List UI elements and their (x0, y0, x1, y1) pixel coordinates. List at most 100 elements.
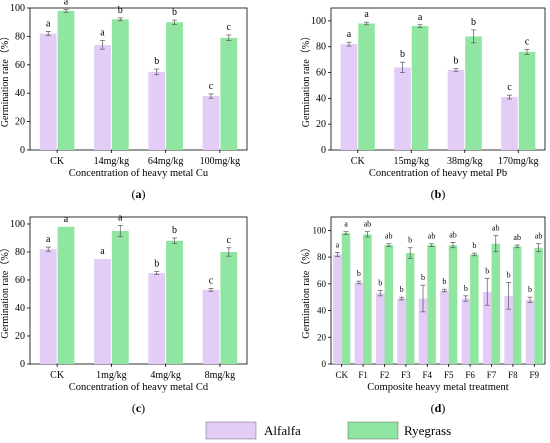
bar-alfalfa (418, 298, 428, 364)
bar-ryegrass (470, 254, 479, 364)
bar-alfalfa (501, 97, 518, 150)
bar-ryegrass (491, 243, 501, 364)
bar-ryegrass (405, 253, 415, 364)
significance-label: ab (492, 224, 500, 233)
plot-frame (330, 7, 546, 151)
bar-ryegrass (166, 22, 183, 151)
x-tick-label: F2 (380, 370, 390, 380)
significance-label: b (378, 279, 382, 288)
y-axis-label: Germination rate（%） (0, 31, 11, 127)
y-tick-label: 40 (15, 88, 25, 99)
y-tick-label: 60 (15, 275, 25, 286)
bar-ryegrass (512, 246, 522, 364)
y-tick-label: 60 (317, 279, 327, 289)
x-tick-label: F6 (465, 370, 475, 380)
x-tick-label: 4mg/kg (150, 370, 181, 381)
significance-label: b (400, 285, 404, 294)
significance-label: b (485, 266, 489, 275)
y-tick-label: 40 (316, 93, 326, 104)
y-tick-label: 0 (20, 359, 25, 370)
chart-panel: 0 20 40 60 80 100 a a CK b a 15mg/kg b b 38mg/kg c c 170m… (300, 7, 546, 201)
y-axis-label: Germination rate（%） (300, 242, 312, 338)
y-tick-label: 20 (317, 332, 327, 342)
panel-caption: (a) (132, 187, 146, 201)
significance-label: a (344, 220, 348, 229)
plot-frame (29, 7, 248, 151)
x-tick-label: 8mg/kg (205, 370, 236, 381)
y-tick-label: 20 (316, 119, 326, 130)
significance-label: ab (513, 233, 521, 242)
x-tick-label: CK (335, 370, 348, 380)
bar-ryegrass (57, 10, 75, 151)
bar-alfalfa (39, 33, 57, 151)
panel-caption: (b) (431, 187, 446, 201)
legend-swatch-ryegrass (347, 421, 399, 440)
bar-alfalfa (148, 71, 166, 150)
panel-caption: (c) (132, 401, 145, 415)
x-tick-label: 64mg/kg (148, 156, 184, 167)
significance-label: b (471, 17, 476, 28)
bar-ryegrass (518, 51, 536, 150)
significance-label: a (118, 212, 123, 223)
bar-ryegrass (534, 247, 543, 364)
significance-label: a (46, 234, 51, 245)
significance-label: b (507, 270, 511, 279)
significance-label: b (408, 236, 412, 245)
y-axis-label: Germination rate（%） (0, 242, 11, 338)
bar-alfalfa (525, 299, 535, 364)
bar-alfalfa (504, 295, 513, 364)
bar-alfalfa (202, 289, 220, 364)
y-tick-label: 0 (321, 145, 326, 156)
significance-label: a (418, 12, 423, 23)
bar-ryegrass (220, 37, 238, 150)
bar-ryegrass (465, 36, 482, 150)
bar-alfalfa (375, 293, 385, 364)
bar-ryegrass (358, 23, 375, 151)
panels: 020406080100aaCKab14mg/kgbb64mg/kgcc100m… (0, 0, 546, 415)
significance-label: ab (385, 232, 393, 241)
significance-label: c (209, 275, 214, 286)
significance-label: a (64, 0, 69, 7)
x-tick-label: F8 (508, 370, 518, 380)
bar-alfalfa (354, 282, 364, 364)
significance-label: ab (364, 220, 372, 229)
significance-label: b (172, 225, 177, 236)
bar-alfalfa (202, 96, 220, 150)
bar-ryegrass (166, 240, 183, 364)
significance-label: b (357, 269, 361, 278)
significance-label: b (472, 241, 476, 250)
bar-ryegrass (427, 245, 436, 364)
bar-alfalfa (94, 44, 111, 150)
y-tick-label: 100 (10, 3, 25, 14)
bar-alfalfa (148, 273, 166, 364)
significance-label: c (227, 235, 232, 246)
legend: Alfalfa Ryegrass (205, 421, 451, 440)
significance-label: a (64, 214, 69, 225)
y-axis-label: Germination rate（%） (300, 31, 312, 127)
x-tick-label: CK (50, 370, 65, 381)
significance-label: c (507, 82, 512, 93)
significance-label: b (453, 56, 458, 67)
y-tick-label: 100 (10, 219, 25, 230)
y-tick-label: 20 (15, 117, 25, 128)
bar-ryegrass (411, 26, 429, 151)
significance-label: b (421, 273, 425, 282)
significance-label: b (400, 49, 405, 60)
x-tick-label: 1mg/kg (96, 370, 127, 381)
x-tick-label: 170mg/kg (498, 156, 539, 167)
legend-label-alfalfa: Alfalfa (264, 423, 301, 438)
y-tick-label: 40 (15, 303, 25, 314)
y-tick-label: 80 (316, 42, 326, 53)
y-tick-label: 60 (15, 60, 25, 71)
bar-ryegrass (57, 226, 75, 364)
x-tick-label: CK (50, 156, 65, 167)
x-tick-label: F4 (423, 370, 433, 380)
significance-label: b (528, 285, 532, 294)
bar-alfalfa (461, 298, 471, 364)
chart-panel: 0 20 40 60 80 100 a a CK a a 1mg/kg b b 4mg/kg c c 8mg/kg… (0, 212, 248, 415)
x-tick-label: 15mg/kg (393, 156, 429, 167)
y-tick-label: 100 (311, 16, 326, 27)
y-tick-label: 0 (322, 359, 327, 369)
bar-ryegrass (448, 245, 458, 364)
significance-label: a (347, 29, 352, 40)
